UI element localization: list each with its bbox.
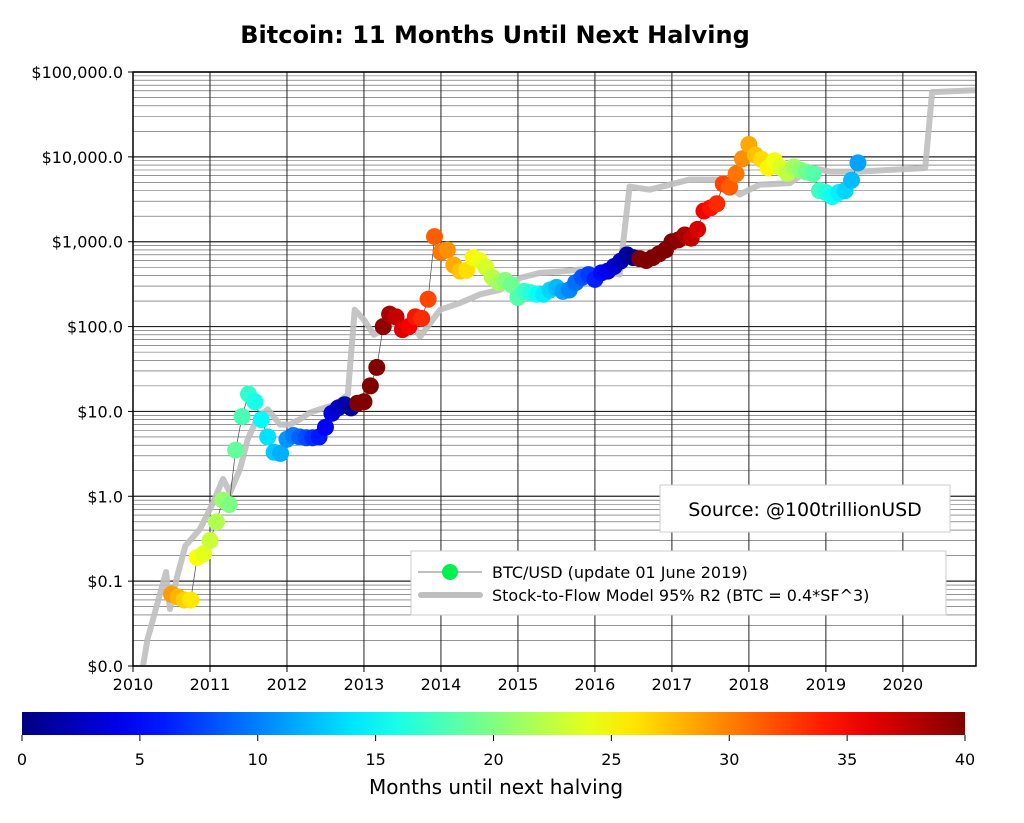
colorbar	[22, 712, 965, 735]
btc-price-point	[252, 411, 270, 429]
y-tick-label: $10.0	[77, 402, 123, 421]
y-axis: $100,000.0 $10,000.0 $1,000.0 $100.0 $10.0 $1…	[31, 63, 133, 676]
legend: BTC/USD (update 01 June 2019) Stock-to-F…	[410, 550, 947, 616]
btc-price-point	[368, 358, 386, 376]
btc-price-point	[804, 165, 822, 183]
btc-price-point	[721, 178, 739, 196]
colorbar-ticks: 0 5 10 15 20 25 30 35 40	[17, 735, 975, 769]
x-tick-label: 2017	[652, 675, 693, 694]
btc-price-point	[182, 591, 200, 609]
btc-price-point	[233, 408, 251, 426]
y-tick-label: $0.0	[87, 657, 123, 676]
chart-title: Bitcoin: 11 Months Until Next Halving	[240, 21, 750, 49]
colorbar-tick-label: 10	[248, 750, 268, 769]
btc-price-point	[503, 276, 521, 294]
btc-price-point	[458, 261, 476, 279]
colorbar-tick-label: 30	[719, 750, 739, 769]
y-tick-label: $100.0	[67, 318, 123, 337]
legend-sf-label: Stock-to-Flow Model 95% R2 (BTC = 0.4*SF…	[492, 586, 869, 605]
plot-frame	[132, 71, 977, 667]
btc-price-point	[438, 241, 456, 259]
colorbar-tick-label: 35	[837, 750, 857, 769]
x-tick-label: 2011	[190, 675, 231, 694]
x-tick-label: 2013	[344, 675, 385, 694]
source-box: Source: @100trillionUSD	[659, 484, 951, 533]
btc-price-point	[426, 228, 444, 246]
y-tick-label: $10,000.0	[42, 148, 123, 167]
btc-price-point	[361, 377, 379, 395]
y-tick-label: $100,000.0	[31, 63, 123, 82]
btc-price-point	[733, 150, 751, 168]
x-tick-label: 2018	[729, 675, 770, 694]
btc-price-point	[246, 393, 264, 411]
colorbar-tick-label: 0	[17, 750, 27, 769]
x-tick-label: 2016	[575, 675, 616, 694]
colorbar-tick-label: 20	[483, 750, 503, 769]
x-axis: 2010 2011 2012 2013 2014 2015 2016 2017 2018 2019…	[113, 666, 924, 694]
btc-price-point	[708, 195, 726, 213]
btc-price-point	[387, 308, 405, 326]
legend-btc-label: BTC/USD (update 01 June 2019)	[492, 563, 748, 582]
btc-price-point	[201, 532, 219, 550]
y-tick-label: $1.0	[87, 487, 123, 506]
btc-price-point	[227, 441, 245, 459]
btc-price-point	[220, 496, 238, 514]
btc-price-point	[849, 154, 867, 172]
x-tick-label: 2015	[498, 675, 539, 694]
btc-price-point	[272, 444, 290, 462]
legend-btc-marker	[442, 564, 458, 580]
btc-price-point	[355, 393, 373, 411]
colorbar-tick-label: 25	[601, 750, 621, 769]
btc-price-point	[207, 513, 225, 531]
x-tick-label: 2014	[421, 675, 462, 694]
btc-price-point	[843, 171, 861, 189]
source-note: Source: @100trillionUSD	[688, 499, 922, 521]
colorbar-tick-label: 15	[365, 750, 385, 769]
y-tick-label: $1,000.0	[52, 233, 123, 252]
btc-price-layer	[162, 135, 867, 609]
x-tick-label: 2020	[883, 675, 924, 694]
btc-price-point	[316, 418, 334, 436]
colorbar-label: Months until next halving	[369, 775, 623, 799]
x-tick-label: 2012	[267, 675, 308, 694]
btc-price-point	[413, 309, 431, 327]
colorbar-tick-label: 40	[955, 750, 975, 769]
btc-price-point	[727, 165, 745, 183]
x-tick-label: 2010	[113, 675, 154, 694]
btc-price-point	[195, 545, 213, 563]
btc-price-point	[419, 290, 437, 308]
colorbar-tick-label: 5	[135, 750, 145, 769]
btc-price-point	[689, 220, 707, 238]
x-tick-label: 2019	[806, 675, 847, 694]
y-tick-label: $0.1	[87, 572, 123, 591]
btc-price-point	[259, 428, 277, 446]
